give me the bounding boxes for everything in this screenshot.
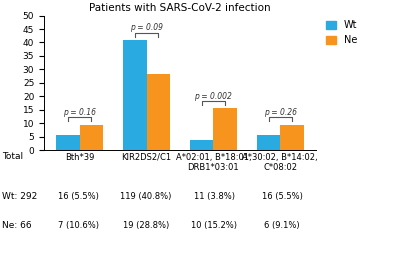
Text: 11 (3.8%): 11 (3.8%) xyxy=(194,192,234,201)
Bar xyxy=(80,125,103,150)
Text: 16 (5.5%): 16 (5.5%) xyxy=(262,192,302,201)
Text: 119 (40.8%): 119 (40.8%) xyxy=(120,192,172,201)
Text: Ne: 66: Ne: 66 xyxy=(2,221,32,230)
Bar xyxy=(190,140,214,150)
Bar xyxy=(56,135,80,150)
Bar xyxy=(280,125,304,150)
Bar xyxy=(146,74,170,150)
Text: 7 (10.6%): 7 (10.6%) xyxy=(58,221,98,230)
Bar xyxy=(123,40,146,150)
Text: p = 0.002: p = 0.002 xyxy=(194,92,232,101)
Bar xyxy=(257,135,280,150)
Title: Patients with SARS-CoV-2 infection: Patients with SARS-CoV-2 infection xyxy=(89,3,271,13)
Bar xyxy=(214,109,237,150)
Text: p = 0.09: p = 0.09 xyxy=(130,23,163,32)
Legend: Wt, Ne: Wt, Ne xyxy=(326,20,357,45)
Text: 10 (15.2%): 10 (15.2%) xyxy=(191,221,237,230)
Text: Total: Total xyxy=(2,152,23,161)
Text: 19 (28.8%): 19 (28.8%) xyxy=(123,221,169,230)
Text: p = 0.26: p = 0.26 xyxy=(264,108,297,117)
Text: Wt: 292: Wt: 292 xyxy=(2,192,37,201)
Text: p = 0.16: p = 0.16 xyxy=(63,108,96,117)
Text: 16 (5.5%): 16 (5.5%) xyxy=(58,192,98,201)
Text: 6 (9.1%): 6 (9.1%) xyxy=(264,221,300,230)
